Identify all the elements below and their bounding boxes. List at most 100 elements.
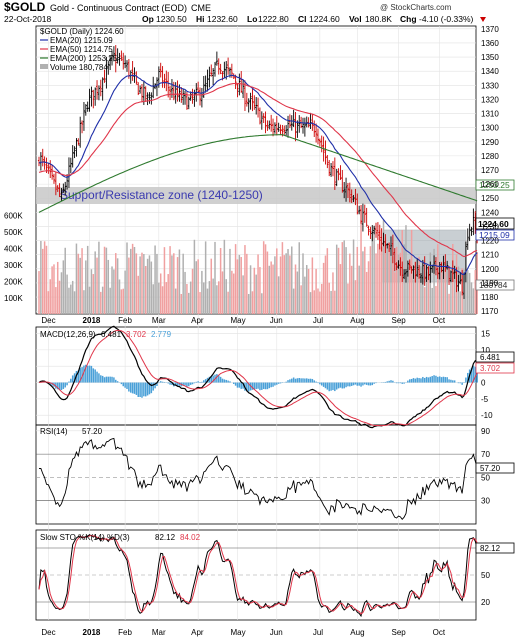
vol-value: 180.8K bbox=[365, 14, 392, 24]
volume-bar bbox=[270, 261, 272, 314]
price-bars bbox=[37, 45, 479, 300]
volume-bar bbox=[287, 249, 289, 314]
volume-tick-label: 500K bbox=[4, 228, 23, 237]
volume-bar bbox=[266, 251, 269, 314]
month-tick-label: Aug bbox=[350, 628, 364, 637]
month-tick-label: Apr bbox=[191, 628, 204, 637]
macd-hist-bar bbox=[453, 380, 456, 383]
macd-hist-bar bbox=[191, 382, 194, 385]
chg-label: Chg bbox=[400, 14, 417, 24]
volume-bar bbox=[109, 287, 111, 314]
macd-hist-bar bbox=[444, 377, 447, 383]
volume-bar bbox=[98, 241, 100, 314]
macd-tick-label: -10 bbox=[481, 411, 493, 420]
macd-hist-bar bbox=[197, 381, 199, 383]
macd-hist-bar bbox=[86, 365, 89, 383]
zone-annotation: Support/Resistance zone (1240-1250) bbox=[60, 188, 263, 202]
macd-hist-bar bbox=[339, 382, 342, 388]
macd-hist-bar bbox=[397, 382, 400, 384]
macd-hist-bar bbox=[367, 382, 370, 386]
price-tick-label: 1290 bbox=[481, 138, 499, 147]
volume-bar bbox=[96, 257, 98, 314]
volume-bar bbox=[210, 258, 213, 314]
macd-hist-bar bbox=[429, 376, 432, 383]
macd-hist-bar bbox=[386, 381, 389, 383]
volume-bar bbox=[276, 248, 278, 314]
volume-bar bbox=[154, 245, 156, 314]
macd-hist-bar bbox=[105, 376, 108, 383]
low-label: Lo bbox=[247, 14, 257, 24]
macd-hist-bar bbox=[169, 382, 171, 385]
volume-bar bbox=[345, 247, 347, 314]
macd-hist-bar bbox=[135, 382, 138, 395]
macd-hist-bar bbox=[88, 365, 91, 383]
price-tick-label: 1310 bbox=[481, 110, 499, 119]
ema200-badge bbox=[475, 179, 515, 191]
rsi-value: 57.20 bbox=[82, 427, 103, 436]
high-value: 1232.60 bbox=[207, 14, 238, 24]
macd-hist-bar bbox=[373, 382, 375, 384]
volume-bar bbox=[113, 269, 115, 314]
volume-bar bbox=[334, 290, 336, 314]
price-tick-label: 1210 bbox=[481, 251, 499, 260]
macd-tick-label: 15 bbox=[481, 330, 490, 339]
ema50-line bbox=[38, 82, 478, 258]
legend-ema200: EMA(200) 1253.25 bbox=[50, 54, 118, 63]
macd-hist-bar bbox=[229, 381, 231, 383]
volume-bar bbox=[313, 290, 315, 314]
macd-hist-bar bbox=[476, 369, 478, 383]
macd-hist-bar bbox=[122, 382, 125, 387]
macd-hist-bar bbox=[204, 379, 207, 383]
volume-bar bbox=[146, 258, 149, 314]
macd-hist-bar bbox=[315, 381, 317, 383]
macd-hist-bar bbox=[240, 382, 242, 389]
macd-hist-bar bbox=[223, 379, 226, 383]
macd-hist-bar bbox=[70, 378, 72, 383]
volume-bar bbox=[73, 291, 76, 314]
volume-bar bbox=[253, 267, 256, 314]
volume-bar bbox=[448, 293, 450, 314]
macd-hist-bar bbox=[272, 382, 274, 387]
macd-tick-label: -5 bbox=[481, 395, 489, 404]
price-tick-label: 1360 bbox=[481, 39, 499, 48]
macd-hist-bar bbox=[201, 381, 203, 383]
price-tick-label: 1350 bbox=[481, 53, 499, 62]
macd-hist-bar bbox=[255, 382, 257, 390]
down-arrow-icon bbox=[480, 17, 486, 22]
macd-hist-bar bbox=[85, 364, 87, 383]
signal-badge bbox=[475, 362, 515, 374]
volume-bar bbox=[373, 226, 375, 314]
close-value: 1224.60 bbox=[309, 14, 340, 24]
macd-hist-bar bbox=[285, 381, 287, 383]
sto-d-value: 84.02 bbox=[180, 533, 201, 542]
month-tick-label: Oct bbox=[433, 628, 446, 637]
macd-hist-bar bbox=[100, 375, 102, 383]
volume-bar bbox=[212, 278, 214, 314]
volume-bar bbox=[193, 239, 196, 314]
macd-hist-bar bbox=[296, 378, 299, 383]
month-tick-label: May bbox=[230, 316, 245, 325]
sto-badge-text: 82.12 bbox=[480, 544, 501, 553]
macd-hist-bar bbox=[81, 367, 83, 383]
macd-hist-bar bbox=[141, 382, 143, 398]
volume-bar bbox=[186, 283, 188, 314]
volume-bar bbox=[188, 292, 190, 314]
volume-bar bbox=[201, 270, 203, 314]
volume-bar bbox=[367, 261, 370, 314]
chg-value: -4.10 (-0.33%) bbox=[419, 14, 473, 24]
macd-hist-bar bbox=[79, 367, 81, 383]
volume-bar bbox=[124, 270, 126, 314]
volume-bar bbox=[305, 265, 308, 314]
macd-hist-bar bbox=[154, 382, 156, 389]
macd-hist-bar bbox=[345, 382, 347, 388]
volume-bar bbox=[111, 266, 113, 314]
month-tick-label: Feb bbox=[118, 316, 132, 325]
volume-bar bbox=[227, 291, 229, 314]
volume-bar bbox=[64, 247, 66, 314]
volume-bar bbox=[437, 244, 439, 314]
macd-hist-bar bbox=[320, 382, 323, 386]
macd-hist-bar bbox=[452, 380, 454, 383]
rsi-label: RSI(14) bbox=[40, 427, 68, 436]
macd-hist-bar bbox=[309, 378, 312, 383]
macd-hist-bar bbox=[58, 382, 61, 391]
